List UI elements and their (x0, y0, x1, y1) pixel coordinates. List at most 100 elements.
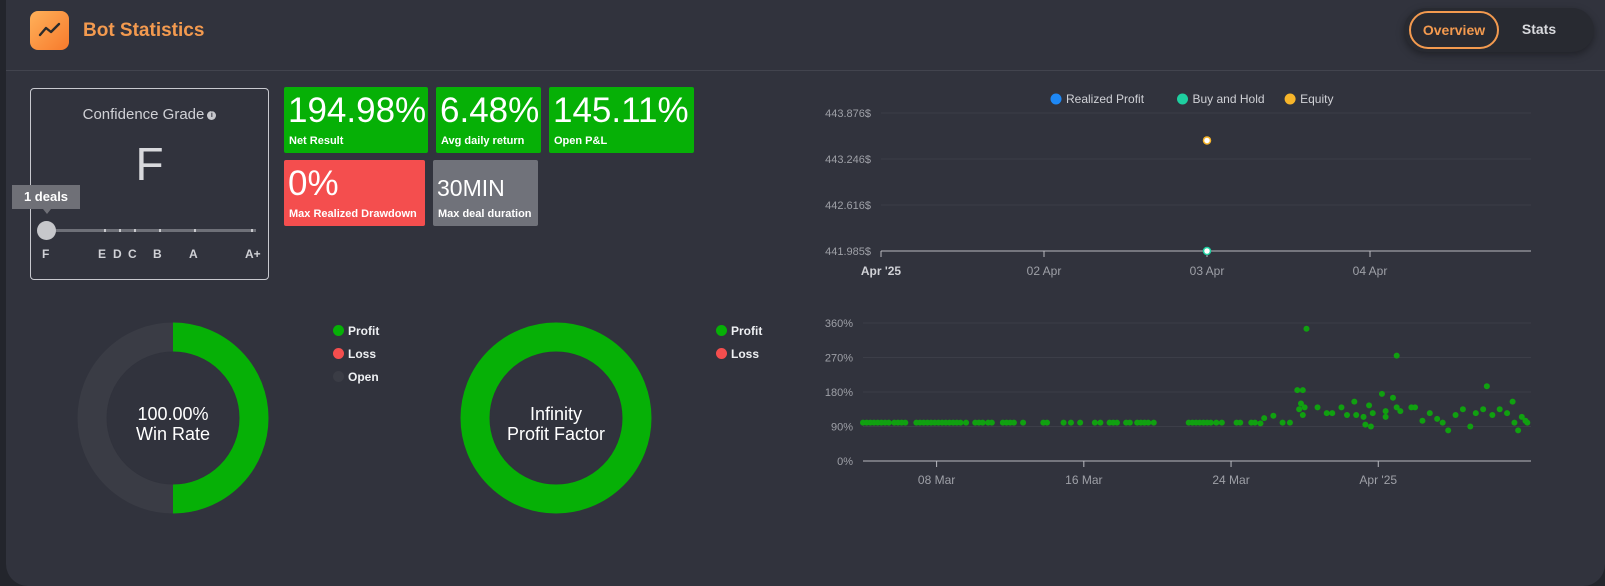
data-point (1515, 427, 1522, 434)
legend-profit[interactable]: Profit (333, 324, 379, 338)
legend-dot (1284, 93, 1296, 105)
y-tick-label: 443.246$ (825, 154, 871, 166)
data-point (1483, 383, 1490, 390)
data-point (1113, 419, 1120, 426)
equity-chart-grid (881, 112, 1531, 252)
slider-tick (194, 229, 196, 232)
net-result-label: Net Result (289, 135, 344, 147)
data-point (1393, 352, 1400, 359)
deals-chart-points (860, 325, 1531, 434)
equity-chart-points (1202, 136, 1212, 256)
grade-slider-track[interactable] (41, 229, 256, 232)
deals-scatter-chart: 360% 270% 180% 90% 0% 08 Mar 16 Mar 24 Mar Apr … (825, 318, 1531, 487)
data-point (988, 419, 995, 426)
grade-label-a: A (189, 247, 198, 261)
max-drawdown-label: Max Realized Drawdown (289, 208, 417, 220)
data-point (1286, 419, 1293, 426)
legend-profit[interactable]: Profit (716, 324, 762, 338)
data-point (1329, 410, 1336, 417)
legend-loss[interactable]: Loss (716, 347, 759, 361)
tooltip-arrow (43, 209, 51, 214)
confidence-grade-box: Confidence Grade i F 1 deals F E D C B A … (12, 88, 269, 280)
x-tick-label: 04 Apr (1353, 264, 1388, 278)
data-point (1207, 419, 1214, 426)
equity-chart-y-axis: 443.876$ 443.246$ 442.616$ 441.985$ (825, 108, 871, 258)
data-point (1360, 413, 1367, 420)
deals-chart-grid (863, 322, 1531, 462)
data-point (1412, 404, 1419, 411)
data-point (1434, 415, 1441, 422)
data-point (1369, 410, 1376, 417)
info-icon[interactable]: i (207, 110, 217, 120)
profit-factor-donut (460, 322, 652, 514)
win-rate-donut (77, 322, 269, 514)
equity-chart-legend: Realized Profit Buy and Hold Equity (1050, 92, 1333, 106)
page-title: Bot Statistics (83, 20, 205, 41)
data-point (885, 419, 892, 426)
grade-slider-handle[interactable] (37, 221, 56, 240)
equity-chart-x-axis: Apr '25 02 Apr 03 Apr 04 Apr (861, 251, 1387, 278)
data-point (1251, 419, 1258, 426)
legend-label: Realized Profit (1066, 92, 1145, 106)
y-tick-label: 90% (831, 422, 853, 434)
legend-label: Loss (348, 347, 377, 361)
y-tick-label: 443.876$ (825, 108, 871, 120)
data-point (1524, 419, 1531, 426)
tab-stats[interactable]: Stats (1521, 21, 1557, 37)
data-point (1202, 136, 1212, 145)
data-point (1067, 419, 1074, 426)
avg-daily-return-value: 6.48% (440, 91, 540, 130)
data-point (1323, 410, 1330, 417)
data-point (1353, 412, 1360, 418)
profit-factor-label: Infinity Profit Factor (496, 404, 616, 444)
x-tick-label: 24 Mar (1212, 473, 1249, 487)
data-point (1393, 404, 1400, 411)
data-point (1301, 404, 1308, 411)
data-point (1303, 325, 1310, 332)
deals-tooltip: 1 deals (12, 185, 80, 209)
legend-loss[interactable]: Loss (333, 347, 376, 361)
data-point (1362, 421, 1369, 428)
data-point (902, 419, 909, 426)
net-result-value: 194.98% (288, 91, 427, 130)
max-drawdown-value: 0% (288, 164, 339, 203)
data-point (1504, 410, 1511, 417)
data-point (1419, 417, 1426, 424)
tab-overview[interactable]: Overview (1409, 11, 1499, 49)
avg-daily-return-label: Avg daily return (441, 135, 525, 147)
legend-dot-loss (333, 348, 344, 359)
data-point (1091, 419, 1098, 426)
data-point (1044, 419, 1051, 426)
y-tick-label: 442.616$ (825, 200, 871, 212)
data-point (1397, 408, 1404, 415)
slider-tick (119, 229, 121, 232)
y-tick-label: 180% (825, 387, 853, 399)
data-point (1445, 427, 1452, 434)
x-tick-label: 02 Apr (1027, 264, 1062, 278)
legend-dot-loss (716, 348, 727, 359)
grade-label-a-plus: A+ (245, 247, 261, 261)
legend-dot-profit (333, 325, 344, 336)
data-point (1279, 419, 1286, 426)
legend-label: Profit (348, 324, 380, 338)
legend-open[interactable]: Open (333, 370, 379, 384)
max-deal-duration-label: Max deal duration (438, 208, 532, 220)
legend-dot-profit (716, 325, 727, 336)
data-point (1496, 406, 1503, 413)
profit-factor-value: Infinity (529, 404, 583, 424)
data-point (1378, 390, 1385, 397)
data-point (1459, 406, 1466, 413)
win-rate-caption: Win Rate (135, 424, 211, 444)
y-tick-label: 0% (837, 456, 853, 468)
profit-factor-caption: Profit Factor (506, 424, 606, 444)
data-point (1351, 398, 1358, 405)
data-point (1299, 412, 1306, 418)
header: Bot Statistics Overview Stats (6, 0, 1605, 71)
confidence-grade-title: Confidence Grade i (31, 106, 268, 123)
max-deal-duration-value: 30MIN (437, 175, 505, 201)
x-tick-label: Apr '25 (1359, 473, 1397, 487)
max-deal-duration-card: 30MIN Max deal duration (433, 160, 538, 226)
x-tick-label: 08 Mar (918, 473, 955, 487)
data-point (1010, 419, 1017, 426)
max-drawdown-card: 0% Max Realized Drawdown (284, 160, 425, 226)
